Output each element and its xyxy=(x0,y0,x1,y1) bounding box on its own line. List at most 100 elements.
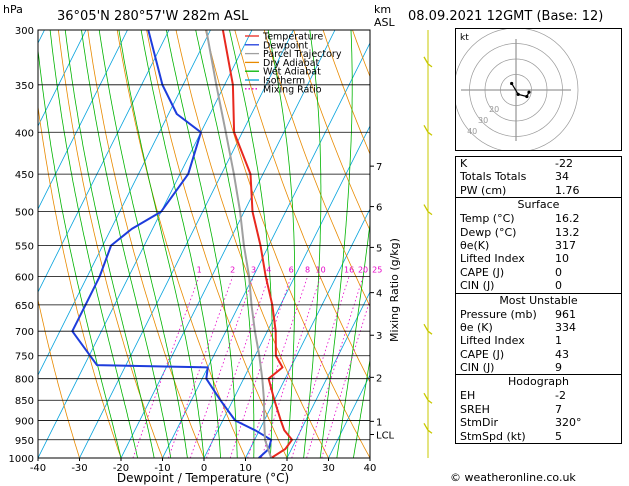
most-unstable-title: Most Unstable xyxy=(499,293,578,307)
hodograph-ring xyxy=(500,74,532,106)
index-row: Dewp (°C) 13.2 xyxy=(456,226,621,239)
pressure-tick-label: 650 xyxy=(15,301,34,312)
mixing-ratio-label: 25 xyxy=(372,265,382,274)
height-unit-label-2: ASL xyxy=(374,16,396,29)
mixing-ratio-label: 20 xyxy=(358,265,368,274)
legend-label: Isotherm xyxy=(263,76,305,87)
isotherm-line xyxy=(328,374,370,458)
index-value: 317 xyxy=(555,238,576,252)
index-value: -22 xyxy=(555,157,573,170)
indices-top-rows: K -22 Totals Totals 34 PW (cm) 1.76 xyxy=(456,157,621,197)
surface-section: Surface Temp (°C) 16.2 Dewp (°C) 13.2 θe(K) 3… xyxy=(456,197,621,292)
index-label: StmSpd (kt) xyxy=(460,429,526,443)
index-row: SREH 7 xyxy=(456,403,621,416)
pressure-tick-label: 700 xyxy=(15,327,34,338)
pressure-tick-label: 550 xyxy=(15,241,34,252)
wind-barb xyxy=(423,124,433,136)
wet-adiabat-line xyxy=(319,30,353,458)
index-label: Lifted Index xyxy=(460,334,525,348)
x-tick-label: -20 xyxy=(113,463,129,474)
index-row: StmSpd (kt) 5 xyxy=(456,430,621,443)
isotherm-line xyxy=(38,30,87,127)
dry-adiabat-line xyxy=(322,30,370,155)
legend-label: Parcel Trajectory xyxy=(263,49,342,60)
index-label: CAPE (J) xyxy=(460,347,505,361)
skewt-background-lines xyxy=(0,30,370,458)
dry-adiabat-line xyxy=(38,103,122,458)
wind-barb xyxy=(423,56,433,68)
hodograph-ring-label: 20 xyxy=(489,105,499,114)
hodograph-trace xyxy=(510,81,531,99)
x-tick-label: 10 xyxy=(239,463,252,474)
isotherm-line xyxy=(203,125,370,458)
isotherm-line xyxy=(286,291,370,458)
isotherm-line xyxy=(79,30,294,458)
hodograph-ring xyxy=(484,58,548,122)
index-value: 9 xyxy=(555,361,562,375)
index-label: Lifted Index xyxy=(460,252,525,266)
wet-adiabat-line xyxy=(49,30,138,458)
height-tick-label: 1 xyxy=(376,417,382,428)
index-value: 0 xyxy=(555,279,562,293)
mixing-ratio-labels: 1 2 3 4 6 8 10 16 20 25 xyxy=(197,265,383,274)
index-row: CAPE (J) 0 xyxy=(456,266,621,279)
height-unit-label-1: km xyxy=(374,3,391,16)
index-row: Totals Totals 34 xyxy=(456,170,621,183)
index-row: Temp (°C) 16.2 xyxy=(456,212,621,225)
hodograph-line xyxy=(511,83,530,98)
index-value: 0 xyxy=(555,265,562,279)
pressure-unit-label: hPa xyxy=(3,3,23,16)
x-tick-label: 20 xyxy=(281,463,294,474)
mixing-ratio-label: 1 xyxy=(197,265,202,274)
height-tick-label: 3 xyxy=(376,331,382,342)
index-value: 13.2 xyxy=(555,225,580,239)
height-tick-label: 7 xyxy=(376,162,382,173)
mixing-ratio-label: 3 xyxy=(251,265,256,274)
hodograph-panel: kt 20 30 40 xyxy=(455,28,622,151)
legend-label: Dry Adiabat xyxy=(263,58,320,69)
pressure-tick-label: 450 xyxy=(15,170,34,181)
index-row: CIN (J) 9 xyxy=(456,361,621,374)
index-value: 7 xyxy=(555,402,562,416)
hodograph-ring-label: 40 xyxy=(467,127,477,136)
index-row: StmDir 320° xyxy=(456,416,621,429)
hodograph-unit: kt xyxy=(460,33,469,43)
x-axis-title: Dewpoint / Temperature (°C) xyxy=(117,471,289,485)
wind-barb xyxy=(423,204,433,216)
temperature-axis: -40 -30 -20 -10 0 10 20 30 40 xyxy=(30,458,377,474)
x-tick-label: -30 xyxy=(71,463,87,474)
isotherm-line xyxy=(38,30,253,458)
index-row: CIN (J) 0 xyxy=(456,279,621,292)
index-row: θe (K) 334 xyxy=(456,321,621,334)
wet-adiabat-line xyxy=(353,357,370,458)
index-label: Totals Totals xyxy=(460,170,527,184)
hodograph-point xyxy=(527,90,531,94)
wind-barb xyxy=(423,422,433,434)
mixing-ratio-label: 10 xyxy=(316,265,326,274)
wet-adiabat-line xyxy=(195,30,255,458)
wind-barb xyxy=(423,323,433,335)
isotherm-line xyxy=(245,208,370,458)
index-row: PW (cm) 1.76 xyxy=(456,184,621,197)
index-value: 1 xyxy=(555,334,562,348)
index-label: CAPE (J) xyxy=(460,265,505,279)
index-value: -2 xyxy=(555,389,566,403)
x-tick-label: -40 xyxy=(30,463,46,474)
hodograph-point xyxy=(525,94,529,99)
index-label: CIN (J) xyxy=(460,279,495,293)
index-row: Lifted Index 1 xyxy=(456,334,621,347)
wet-adiabat-line xyxy=(81,30,172,458)
hodograph-section: Hodograph EH -2 SREH 7 StmDir 320° StmSpd (kt)… xyxy=(456,374,621,443)
pressure-tick-label: 1000 xyxy=(9,454,34,465)
height-tick-label: 6 xyxy=(376,203,382,214)
x-tick-label: 40 xyxy=(364,463,377,474)
wind-barb-column xyxy=(423,30,433,458)
index-value: 5 xyxy=(555,429,562,443)
height-tick-label: 5 xyxy=(376,243,382,254)
pressure-tick-label: 850 xyxy=(15,396,34,407)
height-tick-label: 2 xyxy=(376,373,382,384)
isotherm-line xyxy=(0,30,3,458)
